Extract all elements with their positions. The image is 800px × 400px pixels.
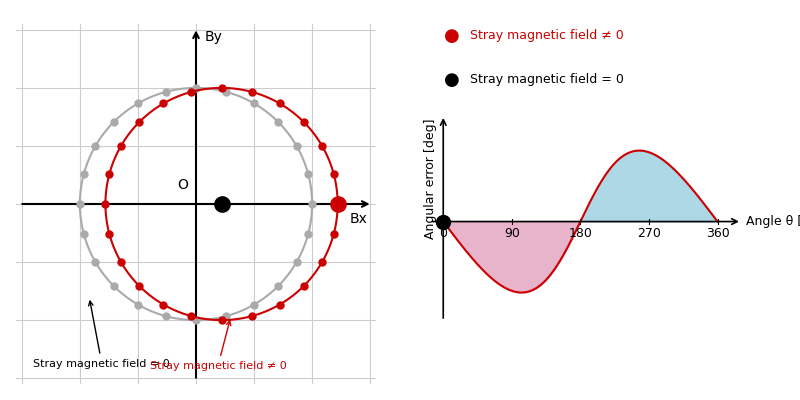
Text: 360: 360 — [706, 227, 730, 240]
Text: By: By — [204, 30, 222, 44]
Text: Stray magnetic field = 0: Stray magnetic field = 0 — [34, 301, 170, 368]
Text: 180: 180 — [569, 227, 592, 240]
Text: Angular error [deg]: Angular error [deg] — [424, 119, 437, 239]
Text: Angle θ [deg]: Angle θ [deg] — [746, 215, 800, 228]
Text: Stray magnetic field ≠ 0: Stray magnetic field ≠ 0 — [150, 321, 286, 371]
Text: 270: 270 — [637, 227, 661, 240]
Text: ●: ● — [444, 71, 460, 89]
Text: Stray magnetic field = 0: Stray magnetic field = 0 — [470, 74, 623, 86]
Text: Stray magnetic field ≠ 0: Stray magnetic field ≠ 0 — [470, 30, 623, 42]
Text: 0: 0 — [439, 227, 447, 240]
Text: ●: ● — [444, 27, 460, 45]
Text: O: O — [177, 178, 188, 192]
Text: 90: 90 — [504, 227, 520, 240]
Text: Bx: Bx — [350, 212, 368, 226]
